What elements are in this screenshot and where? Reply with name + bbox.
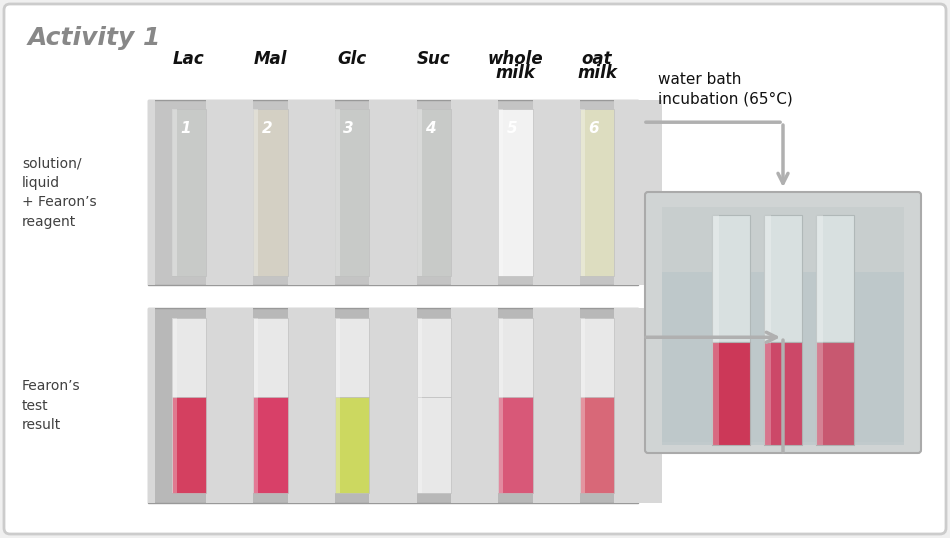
Bar [254, 318, 288, 397]
Bar [172, 109, 206, 276]
Bar [499, 397, 533, 493]
Bar [370, 308, 417, 503]
Bar [580, 318, 615, 397]
Bar [580, 109, 585, 276]
Bar [580, 109, 615, 276]
FancyBboxPatch shape [4, 4, 946, 534]
Bar [764, 342, 802, 445]
Bar [172, 109, 177, 276]
Text: milk: milk [578, 64, 618, 82]
Text: Glc: Glc [337, 50, 367, 68]
FancyBboxPatch shape [645, 192, 921, 453]
Bar [533, 100, 580, 285]
Bar [816, 215, 823, 445]
Text: Fearon’s
test
result: Fearon’s test result [22, 379, 81, 432]
Text: Lac: Lac [173, 50, 204, 68]
Bar [712, 342, 750, 445]
Bar [615, 100, 662, 285]
Bar [499, 318, 504, 493]
Bar [662, 207, 904, 442]
Bar [335, 397, 370, 493]
Bar [254, 109, 258, 276]
Text: 4: 4 [425, 121, 436, 136]
Bar [206, 100, 254, 285]
Bar [712, 215, 750, 342]
Bar [764, 215, 802, 342]
Bar [451, 100, 499, 285]
Bar [417, 397, 451, 493]
Bar [206, 308, 254, 503]
Bar [580, 318, 585, 493]
Bar [370, 100, 417, 285]
Text: Activity 1: Activity 1 [28, 26, 162, 50]
Bar [254, 318, 258, 493]
Bar [662, 272, 904, 445]
Text: 5: 5 [506, 121, 518, 136]
Bar [764, 215, 770, 445]
Bar [580, 397, 615, 493]
Bar [533, 308, 580, 503]
Text: water bath
incubation (65°C): water bath incubation (65°C) [658, 72, 792, 107]
Text: milk: milk [496, 64, 536, 82]
Text: Suc: Suc [417, 50, 450, 68]
Bar [172, 318, 206, 397]
Bar [335, 318, 370, 397]
Text: 6: 6 [588, 121, 599, 136]
Bar [148, 100, 155, 285]
Text: 3: 3 [343, 121, 354, 136]
Bar [254, 397, 288, 493]
Text: Mal: Mal [254, 50, 287, 68]
Bar [172, 318, 177, 493]
Bar [499, 318, 533, 397]
Bar [417, 109, 451, 276]
Text: whole: whole [487, 50, 543, 68]
Bar [712, 215, 719, 445]
Bar [499, 109, 533, 276]
Text: oat: oat [581, 50, 613, 68]
Bar [499, 109, 504, 276]
Bar [335, 318, 340, 493]
Bar [148, 308, 155, 503]
Bar [417, 318, 422, 493]
Bar [816, 342, 854, 445]
Bar [288, 308, 335, 503]
Bar [816, 215, 854, 342]
Bar [148, 100, 638, 285]
Text: solution/
liquid
+ Fearon’s
reagent: solution/ liquid + Fearon’s reagent [22, 156, 97, 229]
Bar [288, 100, 335, 285]
Text: 2: 2 [262, 121, 273, 136]
Bar [417, 109, 422, 276]
Text: 1: 1 [180, 121, 191, 136]
Bar [335, 109, 340, 276]
Bar [172, 397, 206, 493]
Bar [254, 109, 288, 276]
Bar [615, 308, 662, 503]
Bar [335, 109, 370, 276]
Bar [417, 318, 451, 397]
Bar [148, 308, 638, 503]
Bar [451, 308, 499, 503]
